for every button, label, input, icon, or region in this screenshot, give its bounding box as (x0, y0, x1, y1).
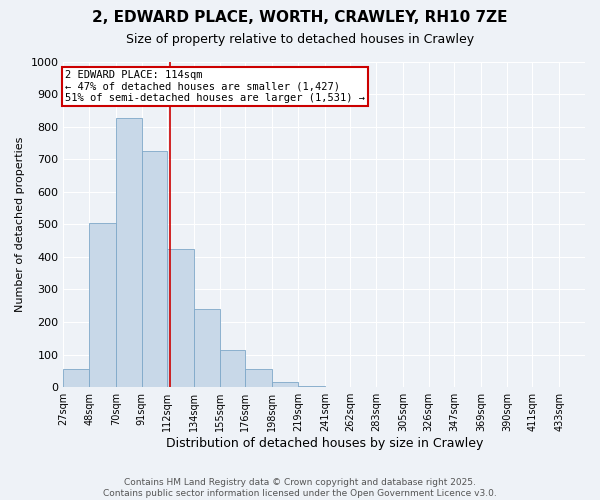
Bar (325, 386, 350, 387)
Bar (64, 370, 89, 387)
Bar (298, 386, 325, 387)
Bar (116, 118, 142, 387)
Text: 2 EDWARD PLACE: 114sqm
← 47% of detached houses are smaller (1,427)
51% of semi-: 2 EDWARD PLACE: 114sqm ← 47% of detached… (65, 70, 365, 103)
Text: 2, EDWARD PLACE, WORTH, CRAWLEY, RH10 7ZE: 2, EDWARD PLACE, WORTH, CRAWLEY, RH10 7Z… (92, 10, 508, 25)
Bar (272, 382, 298, 387)
Y-axis label: Number of detached properties: Number of detached properties (15, 136, 25, 312)
Bar (142, 151, 167, 387)
Bar (167, 249, 194, 387)
Bar (220, 350, 245, 387)
Text: Contains HM Land Registry data © Crown copyright and database right 2025.
Contai: Contains HM Land Registry data © Crown c… (103, 478, 497, 498)
Text: Size of property relative to detached houses in Crawley: Size of property relative to detached ho… (126, 32, 474, 46)
Bar (89, 222, 116, 387)
Bar (194, 309, 220, 387)
X-axis label: Distribution of detached houses by size in Crawley: Distribution of detached houses by size … (166, 437, 483, 450)
Bar (245, 370, 272, 387)
